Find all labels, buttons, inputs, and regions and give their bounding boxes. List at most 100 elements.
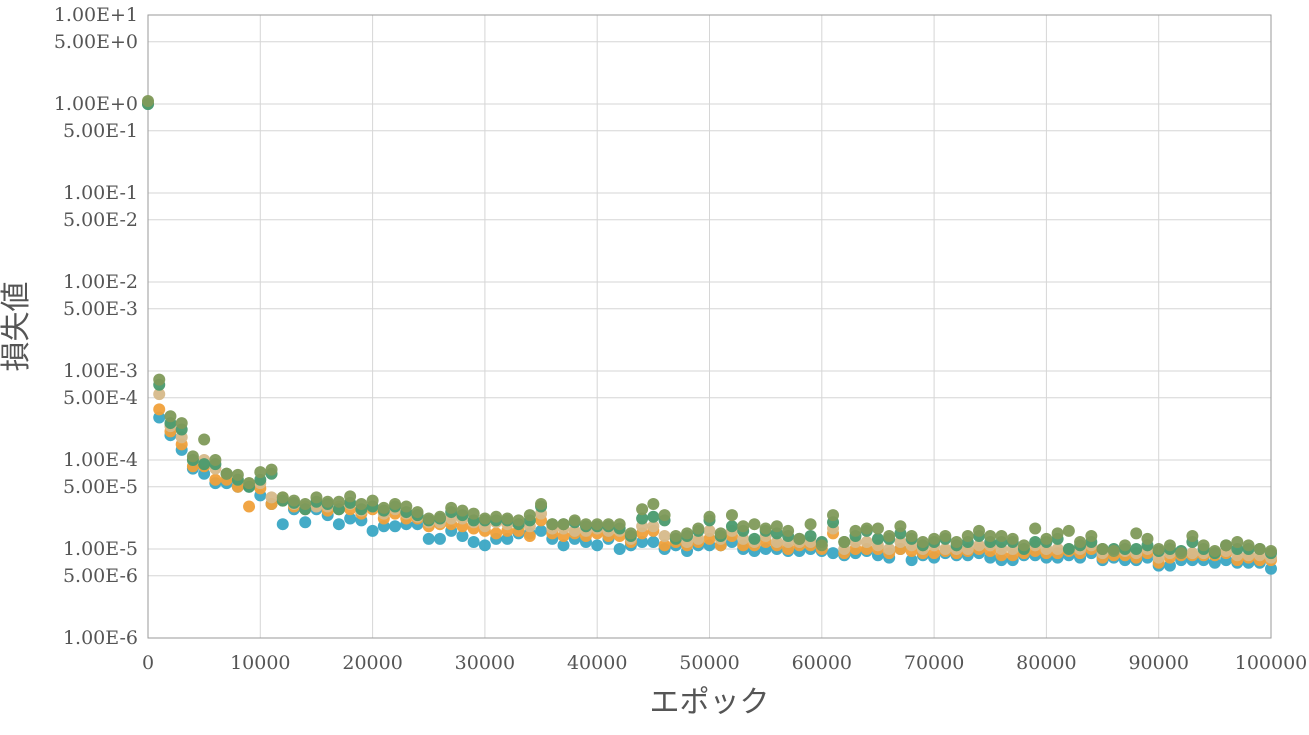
x-tick-label: 90000 (1128, 652, 1188, 674)
data-point (568, 524, 581, 537)
data-point (782, 524, 795, 537)
data-point (209, 473, 222, 486)
data-point (411, 506, 424, 519)
data-point (186, 450, 199, 463)
data-point (198, 458, 211, 471)
data-point (366, 494, 379, 507)
data-point (321, 495, 334, 508)
data-point (871, 522, 884, 535)
data-point (838, 535, 851, 548)
data-point (725, 520, 738, 533)
data-point (636, 535, 649, 548)
data-point (737, 520, 750, 533)
data-point (287, 494, 300, 507)
data-point (725, 509, 738, 522)
data-point (243, 477, 256, 490)
data-point (198, 433, 211, 446)
data-point (142, 95, 154, 108)
data-point (153, 388, 166, 401)
data-point (1253, 543, 1266, 555)
data-point (220, 467, 233, 480)
data-point (748, 518, 761, 531)
data-point (512, 514, 525, 527)
y-tick-label: 1.00E-5 (63, 538, 138, 560)
data-point (1186, 529, 1199, 542)
data-point (332, 518, 345, 531)
data-point (894, 535, 907, 548)
data-point (950, 535, 963, 548)
x-tick-label: 100000 (1235, 652, 1308, 674)
data-point (523, 509, 536, 522)
data-point (377, 501, 390, 514)
data-point (647, 535, 660, 548)
data-point (939, 529, 952, 542)
data-point (1074, 535, 1087, 548)
data-point (1197, 539, 1210, 552)
data-point (658, 539, 671, 552)
data-point (647, 520, 660, 533)
data-point (1186, 547, 1199, 560)
data-point (1152, 543, 1165, 555)
data-point (703, 524, 716, 537)
data-point (613, 518, 626, 531)
data-point (804, 529, 817, 542)
x-tick-label: 10000 (230, 652, 290, 674)
data-point (557, 518, 570, 531)
data-point (613, 543, 626, 555)
data-point (905, 554, 918, 567)
data-point (973, 539, 986, 552)
data-point (523, 529, 536, 542)
data-point (1130, 543, 1143, 555)
data-point (692, 522, 705, 535)
data-point (433, 532, 446, 545)
data-point (209, 454, 222, 466)
data-point (658, 529, 671, 542)
x-tick-label: 80000 (1016, 652, 1076, 674)
data-point (1051, 527, 1064, 540)
data-point (265, 491, 278, 504)
y-tick-label: 1.00E-4 (63, 449, 138, 471)
data-point (916, 535, 929, 548)
data-point (827, 547, 840, 560)
data-point (568, 514, 581, 527)
data-point (714, 527, 727, 540)
data-point (243, 500, 256, 513)
y-tick-label: 5.00E+0 (54, 31, 138, 53)
data-point (175, 417, 188, 430)
data-point (478, 539, 491, 552)
data-point (1220, 539, 1233, 552)
data-point (478, 512, 491, 525)
data-point (658, 509, 671, 522)
data-point (995, 529, 1008, 542)
y-tick-label: 5.00E-6 (63, 565, 138, 587)
data-point (1040, 532, 1053, 545)
x-tick-label: 70000 (904, 652, 964, 674)
data-point (579, 518, 592, 531)
data-point (231, 468, 244, 481)
data-point (1062, 524, 1075, 537)
data-point (1130, 527, 1143, 540)
data-point (535, 498, 548, 511)
data-point (602, 518, 615, 531)
data-point (1163, 539, 1176, 552)
data-point (265, 463, 278, 476)
x-tick-label: 50000 (679, 652, 739, 674)
data-point (860, 535, 873, 548)
data-point (389, 498, 402, 511)
data-point (366, 524, 379, 537)
data-point (1175, 547, 1188, 560)
y-tick-label: 5.00E-4 (63, 387, 138, 409)
plot-area-border (147, 14, 1272, 639)
data-point (669, 529, 682, 542)
y-tick-label: 1.00E-1 (63, 182, 138, 204)
data-point (467, 507, 480, 520)
data-point (759, 522, 772, 535)
data-point (1029, 522, 1042, 535)
data-point (1242, 539, 1255, 552)
data-point (591, 539, 604, 552)
data-point (939, 543, 952, 555)
data-point (871, 532, 884, 545)
x-tick-label: 0 (142, 652, 154, 674)
data-point (1085, 529, 1098, 542)
